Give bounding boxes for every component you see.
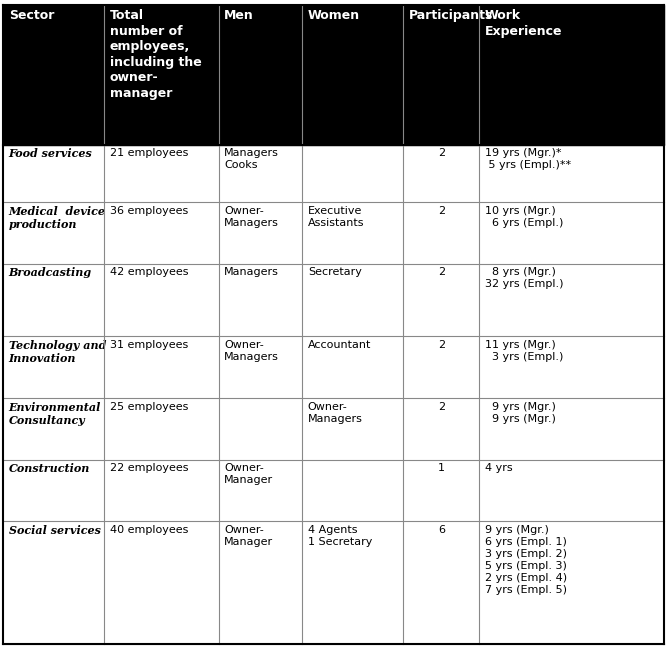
Bar xyxy=(3,263,664,336)
Text: 8 yrs (Mgr.)
32 yrs (Empl.): 8 yrs (Mgr.) 32 yrs (Empl.) xyxy=(485,267,563,289)
Text: Women: Women xyxy=(307,9,360,22)
Text: 2: 2 xyxy=(438,206,445,215)
Bar xyxy=(3,336,664,398)
Text: Managers: Managers xyxy=(224,267,279,277)
Text: 31 employees: 31 employees xyxy=(109,340,188,350)
Text: Owner-
Manager: Owner- Manager xyxy=(224,525,273,547)
Text: Managers
Cooks: Managers Cooks xyxy=(224,148,279,170)
Text: Work
Experience: Work Experience xyxy=(485,9,562,38)
Text: Accountant: Accountant xyxy=(307,340,371,350)
Text: 25 employees: 25 employees xyxy=(109,402,188,411)
Text: 6: 6 xyxy=(438,525,445,535)
Text: Social services: Social services xyxy=(9,525,101,536)
Text: 19 yrs (Mgr.)*
 5 yrs (Empl.)**: 19 yrs (Mgr.)* 5 yrs (Empl.)** xyxy=(485,148,571,170)
Text: 2: 2 xyxy=(438,267,445,277)
Text: Construction: Construction xyxy=(9,463,90,474)
Bar xyxy=(3,5,664,145)
Text: Men: Men xyxy=(224,9,253,22)
Text: 22 employees: 22 employees xyxy=(109,463,188,473)
Text: 2: 2 xyxy=(438,148,445,159)
Text: 42 employees: 42 employees xyxy=(109,267,188,277)
Text: 2: 2 xyxy=(438,402,445,411)
Text: Executive
Assistants: Executive Assistants xyxy=(307,206,364,228)
Text: Medical  device
production: Medical device production xyxy=(9,206,105,230)
Text: 11 yrs (Mgr.)
  3 yrs (Empl.): 11 yrs (Mgr.) 3 yrs (Empl.) xyxy=(485,340,563,362)
Text: Broadcasting: Broadcasting xyxy=(9,267,92,278)
Text: 21 employees: 21 employees xyxy=(109,148,188,159)
Text: Owner-
Managers: Owner- Managers xyxy=(224,340,279,362)
Bar xyxy=(3,145,664,202)
Text: Total
number of
employees,
including the
owner-
manager: Total number of employees, including the… xyxy=(109,9,201,100)
Text: 4 yrs: 4 yrs xyxy=(485,463,512,473)
Text: Sector: Sector xyxy=(9,9,54,22)
Bar xyxy=(3,459,664,521)
Text: 36 employees: 36 employees xyxy=(109,206,188,215)
Bar xyxy=(3,202,664,263)
Text: Food services: Food services xyxy=(9,148,93,159)
Text: Technology and
Innovation: Technology and Innovation xyxy=(9,340,106,364)
Bar xyxy=(3,521,664,644)
Text: 9 yrs (Mgr.)
  9 yrs (Mgr.): 9 yrs (Mgr.) 9 yrs (Mgr.) xyxy=(485,402,556,424)
Text: 10 yrs (Mgr.)
  6 yrs (Empl.): 10 yrs (Mgr.) 6 yrs (Empl.) xyxy=(485,206,563,228)
Text: Secretary: Secretary xyxy=(307,267,362,277)
Text: 40 employees: 40 employees xyxy=(109,525,188,535)
Text: 2: 2 xyxy=(438,340,445,350)
Text: Environmental
Consultancy: Environmental Consultancy xyxy=(9,402,101,426)
Text: Owner-
Managers: Owner- Managers xyxy=(224,206,279,228)
Text: 4 Agents
1 Secretary: 4 Agents 1 Secretary xyxy=(307,525,372,547)
Text: Participants: Participants xyxy=(409,9,493,22)
Text: 9 yrs (Mgr.)
6 yrs (Empl. 1)
3 yrs (Empl. 2)
5 yrs (Empl. 3)
2 yrs (Empl. 4)
7 y: 9 yrs (Mgr.) 6 yrs (Empl. 1) 3 yrs (Empl… xyxy=(485,525,567,595)
Text: Owner-
Manager: Owner- Manager xyxy=(224,463,273,485)
Text: 1: 1 xyxy=(438,463,445,473)
Text: Owner-
Managers: Owner- Managers xyxy=(307,402,363,424)
Bar xyxy=(3,398,664,459)
